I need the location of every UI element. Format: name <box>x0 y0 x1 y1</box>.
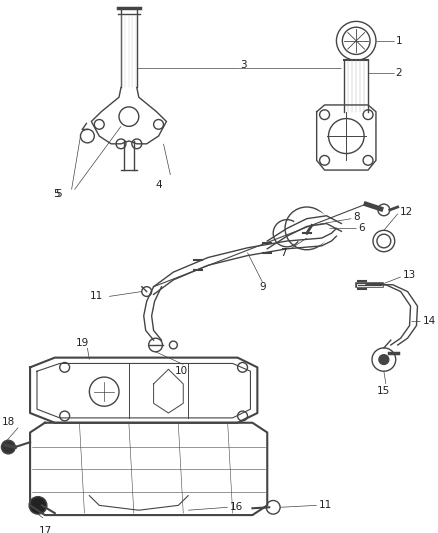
Text: 6: 6 <box>358 223 365 233</box>
Text: 10: 10 <box>175 366 188 376</box>
Text: 8: 8 <box>353 212 360 222</box>
Text: 13: 13 <box>403 270 416 280</box>
Text: 15: 15 <box>377 386 391 395</box>
Text: 18: 18 <box>2 417 15 427</box>
Text: 2: 2 <box>396 68 403 78</box>
Text: 4: 4 <box>155 180 162 190</box>
Text: 11: 11 <box>318 500 332 511</box>
Circle shape <box>1 440 15 454</box>
Text: 3: 3 <box>240 60 247 70</box>
Circle shape <box>379 355 389 365</box>
Circle shape <box>29 497 47 514</box>
Text: 19: 19 <box>75 338 89 348</box>
Text: 16: 16 <box>230 502 243 512</box>
Text: 1: 1 <box>396 36 403 46</box>
Text: 12: 12 <box>399 207 413 217</box>
Text: 7: 7 <box>280 248 287 257</box>
Text: 9: 9 <box>259 282 265 292</box>
Text: 17: 17 <box>39 526 53 533</box>
Text: 14: 14 <box>422 316 436 326</box>
Text: 11: 11 <box>89 292 102 301</box>
Circle shape <box>293 210 331 247</box>
Text: 5: 5 <box>53 189 60 199</box>
Text: 5: 5 <box>55 189 61 199</box>
